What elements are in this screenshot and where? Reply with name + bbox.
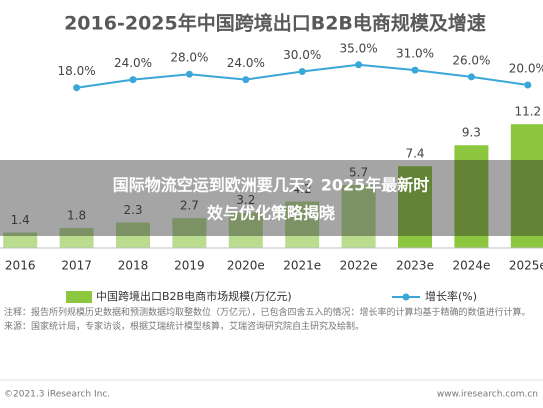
data-label: 18.0% [58, 64, 96, 78]
bar [59, 228, 94, 248]
data-label: 31.0% [396, 47, 434, 61]
data-label: 28.0% [170, 51, 208, 65]
bar [228, 212, 263, 248]
data-label: 35.0% [340, 41, 378, 55]
data-label: 1.4 [11, 213, 30, 227]
x-tick-label: 2020e [227, 259, 265, 273]
data-label: 5.7 [349, 166, 368, 180]
data-label: 20.0% [509, 62, 543, 76]
banner-text: 国际物流空运到欧洲要几天？2025年最新时 [113, 176, 430, 195]
line-marker [185, 70, 193, 78]
line-marker [129, 76, 137, 84]
notes: 注释：报告所列规模历史数据和预测数据均取整数位（万亿元），已包含四舍五入的情况：… [4, 308, 531, 332]
data-label: 1.8 [67, 209, 86, 223]
banner-text: 效与优化策略揭晓 [207, 204, 335, 223]
line-marker [242, 76, 250, 84]
bar [285, 201, 320, 248]
data-label: 7.4 [405, 147, 424, 161]
data-label: 4.2 [293, 182, 312, 196]
line-marker [73, 84, 81, 92]
line-marker [524, 81, 532, 89]
bar [341, 185, 376, 248]
banner-bg [0, 160, 543, 236]
x-tick-label: 2018 [118, 259, 149, 273]
data-label: 2.3 [123, 203, 142, 217]
x-tick-label: 2021e [283, 259, 321, 273]
data-label: 26.0% [452, 53, 490, 67]
plot: 2016 2017 2018 2019 2020e 2021e 2022e 2023e 2024… [3, 41, 543, 273]
footer-left: ©2021.3 iResearch Inc. [4, 390, 110, 400]
x-tick-label: 2022e [340, 259, 378, 273]
bar [172, 218, 207, 248]
chart-title: 2016-2025年中国跨境出口B2B电商规模及增速 [64, 12, 486, 35]
data-label: 24.0% [114, 56, 152, 70]
footer-right: www.iresearch.com.cn [437, 390, 538, 400]
legend-marker [402, 293, 410, 301]
data-label: 11.2 [514, 105, 541, 119]
legend-swatch [66, 291, 92, 303]
x-tick-label: 2016 [5, 259, 36, 273]
line-marker [298, 68, 306, 75]
line-marker [467, 73, 475, 81]
line-marker [411, 66, 419, 74]
x-tick-label: 2017 [61, 259, 92, 273]
note: 来源：国家统计局，专家访谈，根据艾瑞统计模型核算，艾瑞咨询研究院自主研究及绘制。 [4, 322, 365, 332]
legend-label: 增长率(%) [425, 289, 477, 303]
bar [3, 232, 38, 248]
bar [398, 166, 432, 248]
legend-label: 中国跨境出口B2B电商市场规模(万亿元) [96, 289, 292, 303]
note: 注释：报告所列规模历史数据和预测数据均取整数位（万亿元），已包含四舍五入的情况：… [4, 308, 531, 318]
data-label: 30.0% [283, 48, 321, 62]
x-tick-label: 2025e [509, 259, 543, 273]
data-label: 2.7 [180, 199, 199, 213]
bar [116, 222, 150, 248]
bar [454, 145, 489, 248]
x-tick-label: 2023e [396, 259, 434, 273]
data-label: 24.0% [227, 56, 265, 70]
x-tick-label: 2019 [174, 259, 205, 273]
line-marker [355, 61, 363, 69]
data-label: 3.2 [236, 193, 255, 207]
data-label: 9.3 [462, 126, 481, 140]
bar [510, 124, 543, 248]
x-tick-label: 2024e [452, 259, 490, 273]
